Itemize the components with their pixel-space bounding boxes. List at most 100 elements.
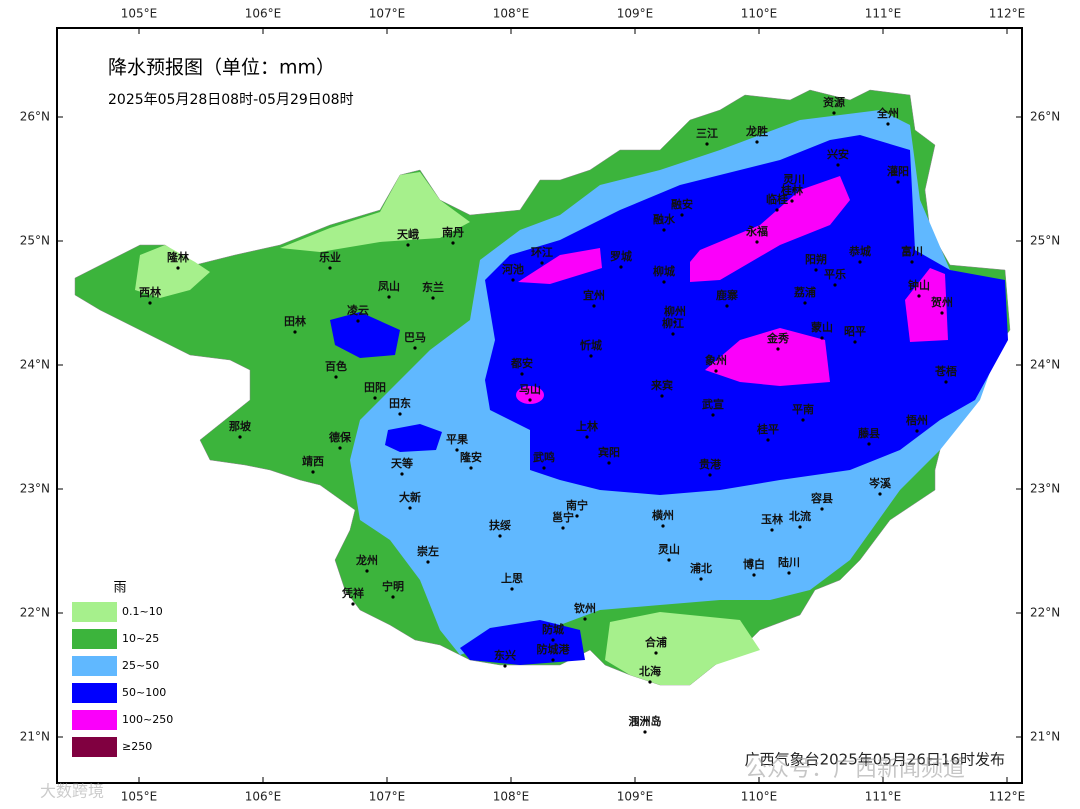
place-dot (814, 268, 818, 272)
place-dot (832, 111, 836, 115)
place-label: 宜州 (583, 288, 605, 302)
area-100-250 (516, 386, 544, 404)
place-dot (619, 265, 623, 269)
place-dot (520, 372, 524, 376)
place-dot (575, 514, 579, 518)
place-label: 乐业 (319, 250, 341, 264)
lat-label: 25°N (20, 234, 50, 248)
place-label: 玉林 (761, 512, 783, 526)
place-dot (551, 638, 555, 642)
place-dot (542, 466, 546, 470)
place-label: 隆安 (460, 450, 482, 464)
place-dot (654, 651, 658, 655)
place-label: 南宁 (566, 498, 588, 512)
place-label: 靖西 (302, 454, 324, 468)
area-0-10 (280, 172, 470, 252)
rain-areas (74, 89, 1011, 686)
lon-label: 110°E (741, 7, 778, 21)
place-label: 富川 (901, 244, 923, 258)
place-dot (426, 560, 430, 564)
place-dot (661, 524, 665, 528)
place-label: 扶绥 (489, 518, 511, 532)
place-dot (176, 266, 180, 270)
lon-label: 108°E (493, 790, 530, 804)
place-label: 来宾 (650, 378, 673, 392)
place-dot (498, 534, 502, 538)
lat-label: 23°N (20, 482, 50, 496)
place-dot (766, 438, 770, 442)
place-label: 荔浦 (793, 285, 816, 299)
place-label: 涠洲岛 (629, 714, 662, 728)
place-label: 兴安 (827, 147, 849, 161)
place-dot (356, 319, 360, 323)
place-label: 隆林 (167, 250, 189, 264)
place-label: 永福 (745, 224, 768, 238)
place-label: 三江 (696, 126, 718, 140)
place-label: 桂平 (756, 422, 779, 436)
lat-label: 22°N (20, 606, 50, 620)
place-label: 邕宁 (552, 510, 574, 524)
place-dot (940, 311, 944, 315)
legend-swatch (72, 656, 117, 676)
place-label: 龙州 (355, 553, 378, 567)
place-dot (775, 208, 779, 212)
place-label: 龙胜 (745, 124, 768, 138)
place-label: 苍梧 (934, 364, 957, 378)
place-dot (398, 412, 402, 416)
place-dot (853, 340, 857, 344)
place-label: 田东 (389, 396, 411, 410)
place-dot (328, 266, 332, 270)
place-label: 恭城 (848, 244, 871, 258)
place-dot (944, 380, 948, 384)
place-label: 德保 (328, 430, 352, 444)
place-dot (293, 330, 297, 334)
place-label: 柳州 (664, 304, 686, 318)
area-100-250 (518, 248, 602, 284)
place-dot (699, 577, 703, 581)
place-dot (451, 241, 455, 245)
place-dot (792, 188, 796, 192)
lat-label: 26°N (20, 110, 50, 124)
place-label: 西林 (139, 285, 161, 299)
place-dot (776, 347, 780, 351)
place-dot (238, 435, 242, 439)
watermark: 公众号：广西新闻频道 (745, 757, 965, 782)
place-label: 蒙山 (811, 320, 833, 334)
place-label: 东兰 (422, 280, 444, 294)
place-dot (607, 461, 611, 465)
place-dot (662, 228, 666, 232)
place-dot (334, 375, 338, 379)
place-label: 都安 (510, 356, 533, 370)
place-dot (373, 396, 377, 400)
place-dot (413, 346, 417, 350)
lon-label: 110°E (741, 790, 778, 804)
place-dot (662, 280, 666, 284)
place-label: 融安 (671, 197, 693, 211)
place-label: 田林 (284, 314, 306, 328)
place-dot (667, 558, 671, 562)
area-50-100 (330, 312, 400, 358)
place-dot (148, 301, 152, 305)
place-dot (561, 526, 565, 530)
area-0-10 (135, 245, 210, 298)
place-dot (338, 446, 342, 450)
lon-label: 112°E (989, 790, 1026, 804)
place-dot (711, 413, 715, 417)
place-label: 全州 (876, 106, 899, 120)
legend-swatch (72, 710, 117, 730)
legend: 雨 0.1~10 10~25 25~50 50~100 100~250 ≥250 (72, 581, 173, 757)
place-dot (406, 243, 410, 247)
place-label: 陆川 (778, 555, 800, 569)
place-label: 环江 (531, 245, 553, 259)
lon-label: 106°E (245, 7, 282, 21)
lon-label: 109°E (617, 7, 654, 21)
place-label: 柳江 (662, 316, 684, 330)
lon-label: 111°E (865, 7, 902, 21)
place-dot (820, 336, 824, 340)
place-dot (755, 140, 759, 144)
lat-label: 21°N (1030, 730, 1060, 744)
place-dot (790, 199, 794, 203)
lon-label: 111°E (865, 790, 902, 804)
place-label: 田阳 (364, 380, 386, 394)
